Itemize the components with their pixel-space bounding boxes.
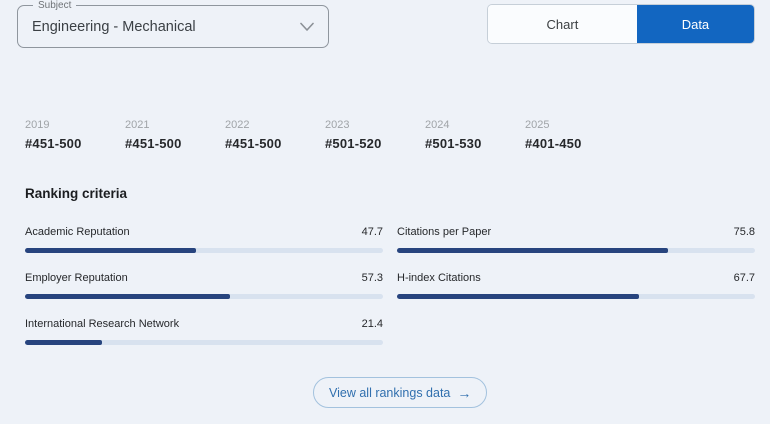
year-label: 2024 bbox=[425, 119, 450, 131]
chevron-down-icon bbox=[300, 22, 314, 31]
criterion-label: Academic Reputation bbox=[25, 226, 130, 238]
year-ranking-item: 2019 #451-500 bbox=[25, 119, 125, 151]
criterion-label: Citations per Paper bbox=[397, 226, 492, 238]
criterion-value: 57.3 bbox=[361, 272, 383, 284]
criterion-value: 21.4 bbox=[361, 318, 383, 330]
view-all-rankings-button[interactable]: View all rankings data → bbox=[313, 377, 488, 408]
criteria-column-right: Citations per Paper 75.8 H-index Citatio… bbox=[397, 226, 755, 364]
rank-value: #451-500 bbox=[125, 136, 182, 151]
criterion-row: International Research Network 21.4 bbox=[25, 318, 383, 345]
criterion-label: International Research Network bbox=[25, 318, 180, 330]
criterion-row: H-index Citations 67.7 bbox=[397, 272, 755, 299]
rank-value: #451-500 bbox=[25, 136, 82, 151]
criterion-progress-fill bbox=[397, 248, 669, 253]
criterion-progress-fill bbox=[25, 340, 102, 345]
year-label: 2023 bbox=[325, 119, 350, 131]
criterion-row: Academic Reputation 47.7 bbox=[25, 226, 383, 253]
criterion-value: 47.7 bbox=[361, 226, 383, 238]
rank-value: #401-450 bbox=[525, 136, 582, 151]
rank-value: #501-530 bbox=[425, 136, 482, 151]
year-ranking-item: 2022 #451-500 bbox=[225, 119, 325, 151]
year-ranking-item: 2024 #501-530 bbox=[425, 119, 525, 151]
rank-value: #501-520 bbox=[325, 136, 382, 151]
criterion-progress-bar bbox=[397, 294, 755, 299]
criterion-progress-fill bbox=[25, 294, 231, 299]
year-label: 2022 bbox=[225, 119, 250, 131]
view-toggle: Chart Data bbox=[487, 4, 755, 44]
page-bottom-divider bbox=[0, 424, 770, 433]
data-tab[interactable]: Data bbox=[636, 5, 754, 43]
criterion-progress-bar bbox=[25, 248, 383, 253]
criterion-label: H-index Citations bbox=[397, 272, 481, 284]
subject-select-label: Subject bbox=[33, 0, 77, 12]
chart-tab[interactable]: Chart bbox=[488, 5, 637, 43]
year-label: 2025 bbox=[525, 119, 550, 131]
criteria-column-left: Academic Reputation 47.7 Employer Reputa… bbox=[25, 226, 383, 364]
view-all-rankings-label: View all rankings data bbox=[329, 385, 451, 400]
criterion-value: 75.8 bbox=[733, 226, 755, 238]
subject-select[interactable]: Subject Engineering - Mechanical bbox=[17, 0, 329, 48]
criterion-progress-fill bbox=[397, 294, 640, 299]
criterion-progress-fill bbox=[25, 248, 196, 253]
ranking-criteria-grid: Academic Reputation 47.7 Employer Reputa… bbox=[25, 226, 755, 364]
arrow-right-icon: → bbox=[457, 384, 472, 401]
subject-select-value: Engineering - Mechanical bbox=[32, 18, 196, 35]
year-rankings-row: 2019 #451-500 2021 #451-500 2022 #451-50… bbox=[25, 119, 625, 151]
year-label: 2019 bbox=[25, 119, 50, 131]
criterion-row: Citations per Paper 75.8 bbox=[397, 226, 755, 253]
criterion-label: Employer Reputation bbox=[25, 272, 128, 284]
criterion-progress-bar bbox=[25, 294, 383, 299]
year-label: 2021 bbox=[125, 119, 150, 131]
criterion-row: Employer Reputation 57.3 bbox=[25, 272, 383, 299]
rank-value: #451-500 bbox=[225, 136, 282, 151]
year-ranking-item: 2021 #451-500 bbox=[125, 119, 225, 151]
criterion-progress-bar bbox=[25, 340, 383, 345]
year-ranking-item: 2023 #501-520 bbox=[325, 119, 425, 151]
criterion-progress-bar bbox=[397, 248, 755, 253]
criterion-value: 67.7 bbox=[733, 272, 755, 284]
year-ranking-item: 2025 #401-450 bbox=[525, 119, 625, 151]
ranking-criteria-heading: Ranking criteria bbox=[25, 186, 128, 201]
